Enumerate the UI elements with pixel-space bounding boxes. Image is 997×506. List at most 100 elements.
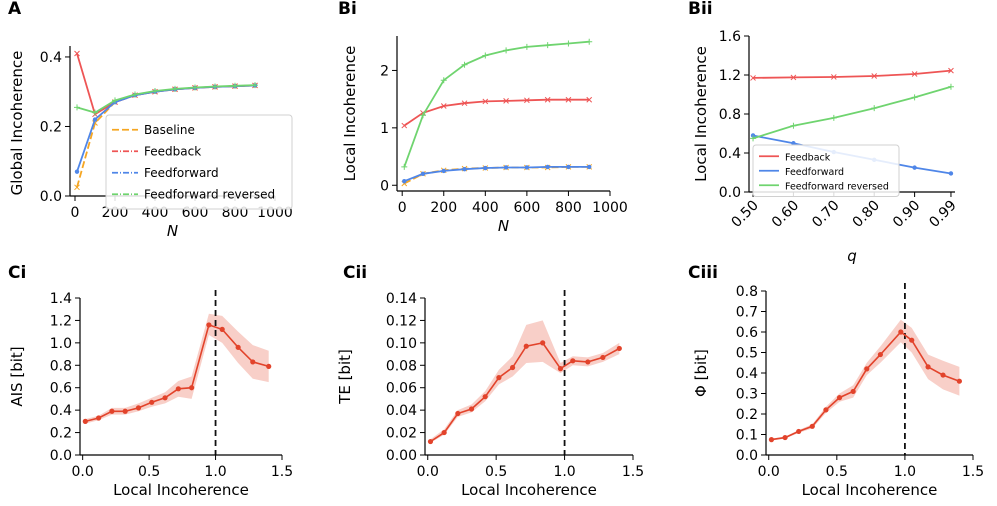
panel-bii: Bii 0.0 0.4 0.8 1.2 1.6 0.50 0.60 0.70 0.80 0.90 0.…	[688, 0, 960, 265]
data-point	[461, 100, 468, 107]
data-point	[482, 98, 489, 105]
data-point	[877, 351, 883, 358]
data-point	[74, 104, 80, 111]
data-point	[74, 169, 80, 174]
data-point	[172, 85, 178, 92]
data-point	[92, 109, 98, 116]
y-tick-label: 0.00	[386, 448, 417, 464]
data-point	[440, 103, 447, 109]
y-tick-label: 0.4	[50, 403, 72, 419]
data-point	[524, 97, 530, 104]
y-tick-label: 1.0	[50, 336, 72, 352]
x-tick-label: 0.5	[485, 464, 507, 480]
y-tick-label: 0.0	[736, 448, 758, 464]
x-tick-label: 0	[71, 205, 80, 221]
y-tick-label: 0.5	[736, 346, 758, 362]
x-axis-label: Local Incoherence	[461, 481, 597, 499]
y-axis-label: Local Incoherence	[341, 46, 359, 182]
data-point	[252, 82, 258, 89]
data-point	[782, 434, 788, 441]
series-line-reversed	[403, 40, 590, 168]
data-point	[909, 337, 915, 343]
data-point	[219, 326, 225, 332]
y-axis-label: Local Incoherence	[692, 46, 710, 182]
y-tick-label: 0.8	[50, 358, 72, 374]
y-tick-label: 0.2	[50, 426, 72, 442]
series-line-feedback	[752, 69, 952, 79]
data-point	[557, 366, 564, 372]
data-point	[570, 358, 576, 364]
y-tick-label: 0.3	[736, 387, 758, 403]
y-tick-label: 0.08	[386, 358, 417, 374]
y-axis-label: Φ [bit]	[692, 349, 710, 397]
data-point	[566, 164, 571, 170]
data-point	[616, 345, 622, 352]
x-tick-label: 800	[555, 200, 582, 216]
data-point	[132, 91, 138, 98]
data-point	[586, 38, 593, 45]
y-tick-label: 0.0	[50, 448, 72, 464]
y-tick-label: 0.0	[40, 189, 62, 205]
data-point	[483, 165, 488, 171]
data-point	[175, 386, 181, 392]
y-tick-label: 0.06	[386, 381, 417, 397]
data-point	[427, 438, 434, 445]
data-point	[189, 385, 195, 391]
data-point	[948, 67, 954, 74]
data-point	[250, 359, 256, 365]
data-point	[750, 75, 756, 81]
confidence-band	[771, 319, 960, 441]
panel-label: Ciii	[688, 263, 718, 283]
y-tick-label: 1.2	[719, 68, 741, 84]
x-tick-label: 1.5	[622, 464, 644, 480]
data-point	[96, 415, 102, 421]
data-point	[503, 165, 509, 170]
legend-box	[105, 114, 293, 210]
data-point	[871, 105, 878, 112]
series-line-baseline	[76, 84, 256, 188]
data-point	[948, 171, 954, 176]
x-tick-label: 0.80	[850, 198, 883, 231]
legend-label-feedforward: Feedforward	[144, 166, 219, 180]
x-tick-label: 0.99	[926, 198, 959, 231]
data-point	[192, 84, 198, 91]
data-point	[468, 406, 475, 412]
data-point	[122, 408, 128, 414]
data-point	[162, 395, 168, 401]
data-point	[912, 165, 917, 170]
y-tick-label: 1	[380, 121, 389, 137]
data-point	[791, 141, 796, 146]
data-point	[911, 94, 918, 101]
x-tick-label: 1.5	[962, 464, 984, 480]
y-tick-label: 0.4	[40, 50, 62, 66]
data-point	[482, 394, 488, 400]
data-point	[82, 418, 88, 424]
y-tick-label: 0.8	[736, 284, 758, 300]
y-tick-label: 0.04	[386, 403, 417, 419]
data-point	[823, 407, 829, 413]
x-tick-label: 0	[398, 200, 407, 216]
series-line-feedback	[403, 98, 590, 127]
data-point	[830, 74, 837, 80]
x-tick-label: 400	[472, 200, 499, 216]
y-tick-label: 0.2	[40, 119, 62, 135]
data-point	[956, 378, 962, 384]
panel-label: Bi	[338, 0, 357, 19]
x-tick-label: 1.5	[271, 464, 293, 480]
x-tick-label: 1.0	[204, 464, 226, 480]
y-tick-label: 1.2	[50, 313, 72, 329]
y-axis-label: TE [bit]	[336, 349, 354, 405]
data-point	[565, 96, 572, 103]
y-tick-label: 0.02	[386, 426, 417, 442]
data-point	[545, 164, 550, 170]
data-point	[503, 47, 510, 54]
data-point	[796, 428, 802, 435]
x-axis-label: Local Incoherence	[802, 481, 938, 499]
data-point	[790, 122, 797, 129]
series-line-feedforward	[403, 165, 590, 183]
data-point	[152, 88, 158, 95]
data-point	[809, 423, 815, 429]
data-point	[585, 359, 591, 365]
panel-cii: Cii 0.00 0.02 0.04 0.06 0.08 0.10 0.12 0.14 0.0 0.…	[336, 263, 644, 499]
y-tick-label: 0.1	[736, 428, 758, 444]
